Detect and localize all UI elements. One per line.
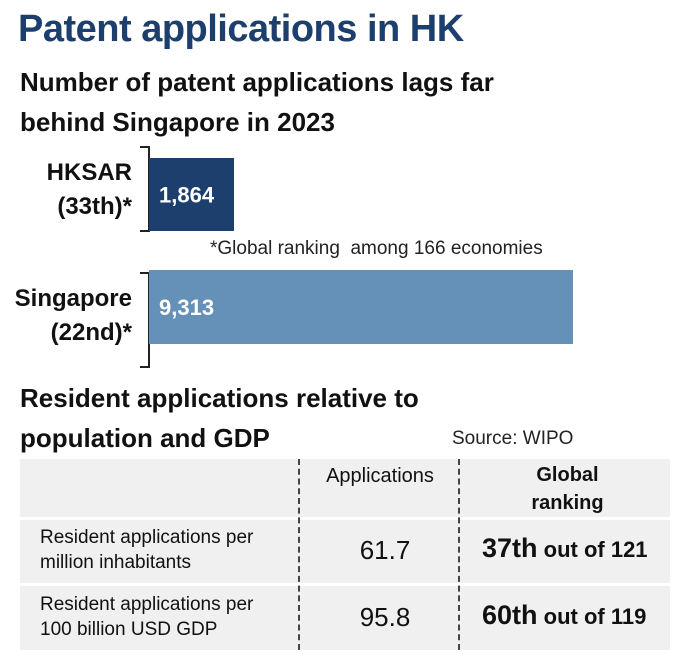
table-row-label: Resident applications per 100 billion US… [40,592,300,642]
stats-table: Applications Global ranking Resident app… [20,459,670,650]
table-cell-value: 95.8 [305,602,465,633]
table-row-label: Resident applications per million inhabi… [40,525,300,575]
header-global-ranking: Global ranking [465,461,670,517]
table-cell-value: 61.7 [305,535,465,566]
row-label-line: 100 billion USD GDP [40,617,300,642]
chart-footnote: *Global ranking among 166 economies [210,238,543,260]
rank-total: out of 119 [538,604,647,629]
bar-value-label: 1,864 [159,183,215,208]
source-note: Source: WIPO [452,428,573,450]
row-divider [20,517,670,520]
table-cell-ranking: 37th out of 121 [482,533,648,564]
table-cell-ranking: 60th out of 119 [482,600,646,631]
bar-value-label: 9,313 [159,295,214,320]
rank-position: 60th [482,600,538,630]
header-line: ranking [465,489,670,517]
rank-total: out of 121 [538,537,648,562]
header-line: Global [465,461,670,489]
chart-plot-area: 1,864 9,313 [0,0,691,380]
row-label-line: Resident applications per [40,592,300,617]
row-divider [20,583,670,586]
row-label-line: million inhabitants [40,550,300,575]
header-applications: Applications [305,465,455,488]
row-label-line: Resident applications per [40,525,300,550]
table-heading: Resident applications relative to popula… [20,378,450,458]
rank-position: 37th [482,533,538,563]
